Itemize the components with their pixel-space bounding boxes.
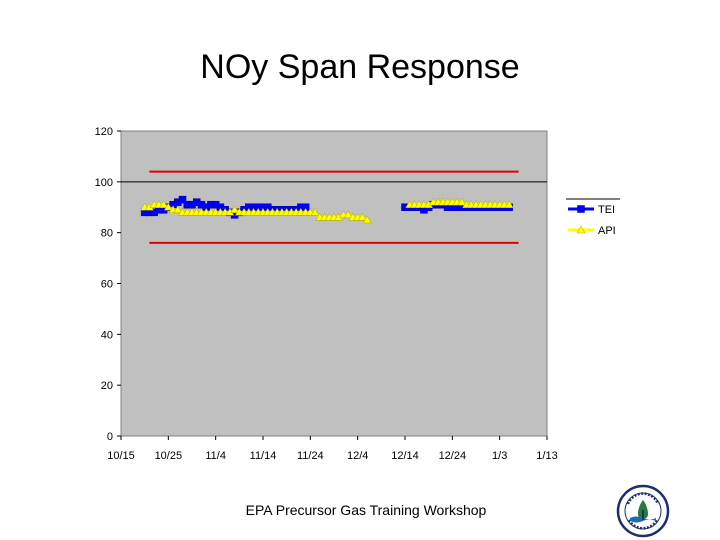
y-tick-label: 40 xyxy=(101,329,113,341)
data-point-api xyxy=(230,205,240,214)
x-tick-label: 10/25 xyxy=(155,450,183,462)
data-point-api xyxy=(173,205,183,214)
data-point-tei xyxy=(577,205,585,213)
x-tick-label: 11/14 xyxy=(250,450,277,462)
y-tick-label: 0 xyxy=(107,431,113,443)
data-point-tei xyxy=(178,195,187,204)
legend-label-tei: TEI xyxy=(598,204,615,216)
x-tick-label: 12/24 xyxy=(439,450,467,462)
slide-title: NOy Span Response xyxy=(200,48,520,86)
data-point-api xyxy=(159,200,169,208)
data-point-api xyxy=(357,212,367,221)
data-point-api xyxy=(576,225,586,234)
legend-label-api: API xyxy=(598,225,616,237)
x-tick-label: 1/13 xyxy=(536,450,557,462)
plot-area xyxy=(120,130,548,437)
data-point-api xyxy=(343,210,353,219)
x-tick-label: 11/24 xyxy=(297,450,324,462)
data-point-api xyxy=(310,207,320,216)
x-tick-label: 1/3 xyxy=(492,450,507,462)
x-tick-label: 10/15 xyxy=(107,450,135,462)
y-tick-label: 20 xyxy=(101,380,113,392)
y-tick-label: 80 xyxy=(101,228,113,240)
data-point-api xyxy=(362,215,372,224)
data-point-api xyxy=(504,200,514,208)
x-tick-label: 11/4 xyxy=(205,450,226,462)
data-point-api xyxy=(457,197,467,206)
y-tick-label: 60 xyxy=(101,279,113,291)
y-tick-label: 100 xyxy=(95,177,113,189)
data-point-api xyxy=(163,202,173,211)
series-api xyxy=(140,197,514,224)
y-tick-label: 120 xyxy=(95,126,113,138)
epa-seal-icon xyxy=(616,484,670,538)
x-tick-label: 12/14 xyxy=(391,450,419,462)
footer-text: EPA Precursor Gas Training Workshop xyxy=(245,502,487,518)
x-tick-label: 12/4 xyxy=(347,450,368,462)
legend: TEI API xyxy=(566,198,620,237)
